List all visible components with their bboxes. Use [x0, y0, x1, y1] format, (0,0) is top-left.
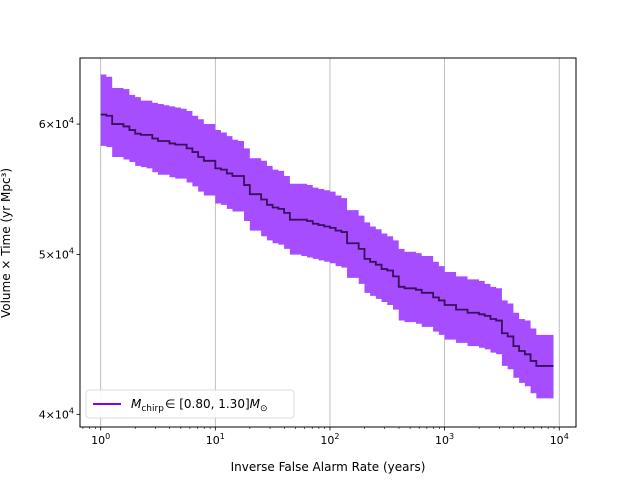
legend-range: ∈ [0.80, 1.30]: [165, 397, 250, 411]
x-tick-base: 10: [550, 434, 564, 447]
y-tick-exponent: 4: [69, 116, 74, 125]
x-tick-label-4: 104: [550, 432, 569, 447]
y-tick-mantissa: 5×10: [39, 249, 69, 262]
x-tick-exponent: 3: [449, 432, 454, 441]
x-tick-base: 10: [435, 434, 449, 447]
y-tick-mantissa: 4×10: [39, 408, 69, 421]
x-tick-exponent: 1: [220, 432, 225, 441]
x-tick-exponent: 0: [105, 432, 110, 441]
x-tick-base: 10: [206, 434, 220, 447]
series-line-0: [100, 113, 554, 367]
y-tick-label-2: 6×104: [39, 116, 74, 131]
x-tick-label-3: 103: [435, 432, 454, 447]
y-tick-exponent: 4: [69, 406, 74, 415]
legend-unit: M: [250, 397, 261, 411]
legend: Mchirp∈ [0.80, 1.30]M⊙: [85, 389, 295, 419]
legend-subscript: chirp: [141, 404, 164, 414]
x-axis-ticks: 100 101 102 103 104: [82, 427, 569, 447]
y-tick-label-1: 5×104: [39, 247, 74, 262]
x-tick-label-1: 101: [206, 432, 225, 447]
x-tick-base: 10: [320, 434, 334, 447]
legend-symbol: M: [131, 397, 142, 411]
series-line-layer: [100, 113, 554, 367]
legend-label: Mchirp∈ [0.80, 1.30]M⊙: [131, 397, 268, 414]
plot-frame: [79, 57, 577, 428]
legend-box: [85, 389, 295, 419]
y-tick-mantissa: 6×10: [39, 118, 69, 131]
x-axis-label: Inverse False Alarm Rate (years): [231, 460, 426, 474]
x-tick-label-2: 102: [320, 432, 339, 447]
x-tick-exponent: 4: [564, 432, 569, 441]
confidence-band-0: [100, 74, 554, 399]
x-tick-label-0: 100: [91, 432, 110, 447]
y-tick-exponent: 4: [69, 247, 74, 256]
y-axis-label: Volume × Time (yr Mpc³): [0, 168, 13, 318]
x-tick-exponent: 2: [334, 432, 339, 441]
confidence-band-layer: [100, 74, 554, 399]
x-tick-base: 10: [91, 434, 105, 447]
legend-unit-subscript: ⊙: [260, 404, 268, 414]
y-tick-label-0: 4×104: [39, 406, 74, 421]
